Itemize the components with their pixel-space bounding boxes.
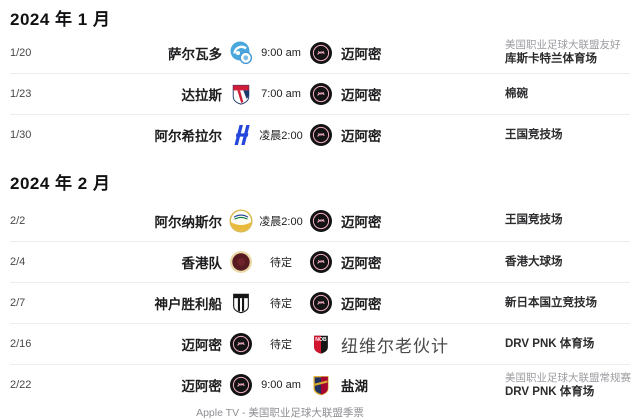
vissel-kobe-crest-icon — [229, 291, 253, 315]
team2-name: 迈阿密 — [341, 214, 382, 230]
team1-name: 萨尔瓦多 — [168, 46, 222, 62]
match-time: 待定 — [270, 257, 292, 269]
team1-name: 阿尔希拉尔 — [154, 129, 223, 144]
match-date: 1/23 — [10, 88, 32, 100]
team1-name: 迈阿密 — [181, 379, 223, 394]
hong-kong-crest-icon — [229, 250, 253, 274]
team2-name: 迈阿密 — [341, 129, 382, 144]
inter-miami-crest-icon — [229, 332, 253, 356]
inter-miami-crest-icon — [309, 123, 333, 147]
competition-label: 美国职业足球大联盟常规赛 — [505, 371, 631, 384]
match-row[interactable]: 1/23 达拉斯 7:00 am 迈阿密 棉碗 — [10, 73, 630, 114]
team2-name: 迈阿密 — [341, 46, 382, 62]
competition-label: 美国职业足球大联盟友好 — [505, 39, 621, 51]
section-january: 2024 年 1 月 1/20 萨尔瓦多 9:00 am 迈阿密 — [0, 0, 640, 155]
match-row[interactable]: 2/2 阿尔纳斯尔 凌晨2:00 迈阿密 王国竞技场 — [10, 200, 630, 241]
match-row[interactable]: 1/20 萨尔瓦多 9:00 am 迈阿密 美国职业足球大联盟友好 库斯卡 — [10, 32, 630, 73]
venue-label: 香港大球场 — [505, 255, 563, 268]
real-salt-lake-crest-icon — [309, 373, 333, 397]
match-row[interactable]: 2/7 神户胜利船 待定 迈阿密 新日本国立竞技场 — [10, 282, 630, 323]
inter-miami-crest-icon — [309, 209, 333, 233]
match-row[interactable]: 2/4 香港队 待定 迈阿密 香港大球场 — [10, 241, 630, 282]
inter-miami-crest-icon — [309, 291, 333, 315]
team2-name: 纽维尔老伙计 — [341, 336, 449, 356]
section-february: 2024 年 2 月 2/2 阿尔纳斯尔 凌晨2:00 迈阿密 — [0, 155, 640, 405]
svg-text:NOB: NOB — [315, 337, 327, 343]
el-salvador-crest-icon — [229, 41, 253, 65]
team1-name: 香港队 — [181, 256, 223, 271]
team2-name: 迈阿密 — [341, 297, 382, 312]
inter-miami-crest-icon — [309, 82, 333, 106]
match-date: 2/2 — [10, 214, 26, 227]
team1-name: 迈阿密 — [181, 338, 223, 353]
section-title: 2024 年 1 月 — [10, 10, 111, 29]
team2-name: 迈阿密 — [341, 256, 382, 271]
inter-miami-crest-icon — [309, 250, 333, 274]
match-row[interactable]: 1/30 阿尔希拉尔 凌晨2:00 迈阿密 王国竞技场 — [10, 114, 630, 155]
team1-name: 神户胜利船 — [154, 297, 223, 312]
match-time: 待定 — [270, 339, 292, 351]
match-row[interactable]: 2/22 迈阿密 9:00 am 盐湖 美国职业足球大联盟常规赛 DRV — [10, 364, 631, 405]
inter-miami-crest-icon — [309, 41, 333, 65]
newells-old-boys-crest-icon: NOB — [309, 332, 333, 356]
team2-name: 盐湖 — [341, 379, 368, 394]
venue-label: 新日本国立竞技场 — [505, 296, 597, 309]
venue-label: DRV PNK 体育场 — [505, 385, 595, 398]
match-time: 9:00 am — [261, 46, 301, 59]
match-time: 7:00 am — [261, 88, 301, 100]
apple-tv-attribution: Apple TV - 美国职业足球大联盟季票 — [196, 406, 364, 419]
match-date: 2/4 — [10, 256, 26, 268]
match-list: 2/2 阿尔纳斯尔 凌晨2:00 迈阿密 王国竞技场 — [10, 200, 631, 405]
match-date: 1/30 — [10, 129, 32, 141]
match-list: 1/20 萨尔瓦多 9:00 am 迈阿密 美国职业足球大联盟友好 库斯卡 — [10, 32, 630, 155]
match-time: 待定 — [270, 298, 292, 310]
match-date: 1/20 — [10, 46, 32, 59]
section-title: 2024 年 2 月 — [10, 174, 111, 193]
al-hilal-crest-icon — [229, 123, 253, 147]
footer: Apple TV - 美国职业足球大联盟季票 — [0, 405, 560, 419]
venue-label: 王国竞技场 — [505, 128, 563, 141]
venue-label: DRV PNK 体育场 — [505, 337, 595, 350]
match-row[interactable]: 2/16 迈阿密 待定 NOB 纽维尔老伙计 DRV PNK 体育场 — [10, 323, 630, 364]
team1-name: 阿尔纳斯尔 — [154, 214, 223, 230]
match-date: 2/16 — [10, 338, 32, 350]
fc-dallas-crest-icon — [229, 82, 253, 106]
inter-miami-crest-icon — [229, 373, 253, 397]
al-nassr-crest-icon — [229, 208, 253, 233]
match-time: 凌晨2:00 — [259, 130, 303, 142]
team2-name: 迈阿密 — [341, 88, 382, 103]
venue-label: 库斯卡特兰体育场 — [505, 53, 597, 65]
match-date: 2/22 — [10, 379, 32, 391]
match-time: 9:00 am — [261, 379, 301, 391]
team1-name: 达拉斯 — [181, 88, 223, 103]
venue-label: 王国竞技场 — [505, 214, 563, 226]
match-time: 凌晨2:00 — [259, 215, 303, 228]
venue-label: 棉碗 — [505, 87, 528, 100]
match-date: 2/7 — [10, 297, 26, 309]
